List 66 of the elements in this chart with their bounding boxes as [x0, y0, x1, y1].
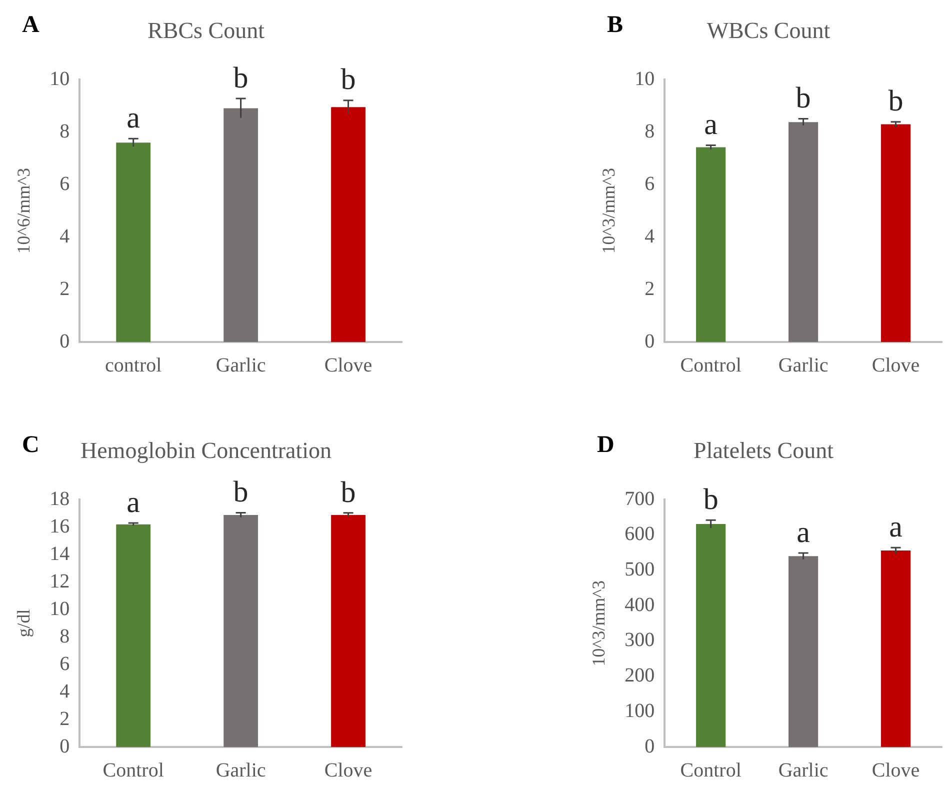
y-tick-label: 4: [60, 680, 70, 702]
annotation: b: [233, 476, 248, 509]
y-tick-label: 2: [60, 278, 70, 300]
y-tick-label: 100: [624, 700, 655, 722]
annotation: a: [889, 510, 902, 544]
annotation: b: [340, 63, 356, 96]
text: C: [22, 432, 40, 458]
annotation: a: [704, 108, 718, 142]
y-axis-title: 10^6/mm^3: [14, 168, 34, 254]
x-tick-label: Clove: [872, 759, 920, 782]
y-axis-title: 10^3/mm^3: [598, 168, 619, 254]
y-tick-label: 0: [644, 735, 655, 758]
y-axis-title: 10^3/mm^3: [588, 580, 609, 666]
y-tick-label: 10: [50, 68, 70, 90]
text: B: [607, 12, 624, 38]
chart-title: WBCs Count: [706, 18, 831, 43]
annotation: b: [703, 482, 718, 516]
annotation: a: [796, 516, 810, 549]
y-tick-label: 4: [644, 225, 655, 248]
annotation: b: [233, 61, 248, 94]
y-tick-label: 4: [60, 225, 70, 248]
text: A: [22, 12, 40, 38]
y-tick-label: 200: [624, 664, 655, 687]
y-tick-label: 2: [644, 278, 655, 300]
x-tick-label: Garlic: [216, 354, 266, 376]
annotation: b: [796, 82, 811, 115]
chart-title: Hemoglobin Concentration: [80, 438, 332, 463]
x-tick-label: Garlic: [216, 759, 266, 782]
y-tick-label: 6: [60, 172, 70, 195]
annotation: b: [888, 84, 904, 118]
y-tick-label: 12: [50, 570, 70, 592]
chart-title: RBCs Count: [148, 18, 266, 43]
y-tick-label: 10: [634, 68, 655, 90]
y-tick-label: 0: [60, 330, 70, 352]
x-tick-label: Garlic: [778, 354, 828, 376]
y-tick-label: 8: [644, 120, 655, 142]
y-tick-label: 600: [624, 523, 655, 546]
y-tick-label: 18: [50, 488, 70, 510]
x-tick-label: Clove: [324, 354, 372, 376]
y-tick-label: 6: [60, 652, 70, 675]
x-tick-label: Garlic: [778, 759, 828, 782]
x-tick-label: Clove: [872, 354, 920, 376]
y-tick-label: 500: [624, 558, 655, 581]
y-tick-label: 10: [50, 598, 70, 620]
y-tick-label: 400: [624, 594, 655, 616]
y-tick-label: 0: [60, 735, 70, 758]
y-tick-label: 2: [60, 708, 70, 730]
y-tick-label: 8: [60, 625, 70, 648]
y-tick-label: 300: [624, 629, 655, 652]
y-tick-label: 6: [644, 172, 655, 195]
y-tick-label: 16: [50, 515, 70, 538]
y-tick-label: 14: [50, 542, 70, 565]
x-tick-label: control: [105, 354, 162, 376]
x-tick-label: Control: [680, 759, 742, 782]
y-tick-label: 700: [624, 488, 655, 510]
text: D: [597, 432, 614, 458]
x-tick-label: Control: [102, 759, 164, 782]
y-axis-title: g/dl: [14, 609, 34, 638]
annotation: a: [126, 102, 140, 135]
chart-title: Platelets Count: [694, 438, 834, 463]
y-tick-label: 0: [644, 330, 655, 352]
x-tick-label: Clove: [324, 759, 372, 782]
y-tick-label: 8: [60, 120, 70, 142]
annotation: a: [126, 486, 140, 519]
x-tick-label: Control: [680, 354, 742, 376]
annotation: b: [340, 476, 356, 509]
